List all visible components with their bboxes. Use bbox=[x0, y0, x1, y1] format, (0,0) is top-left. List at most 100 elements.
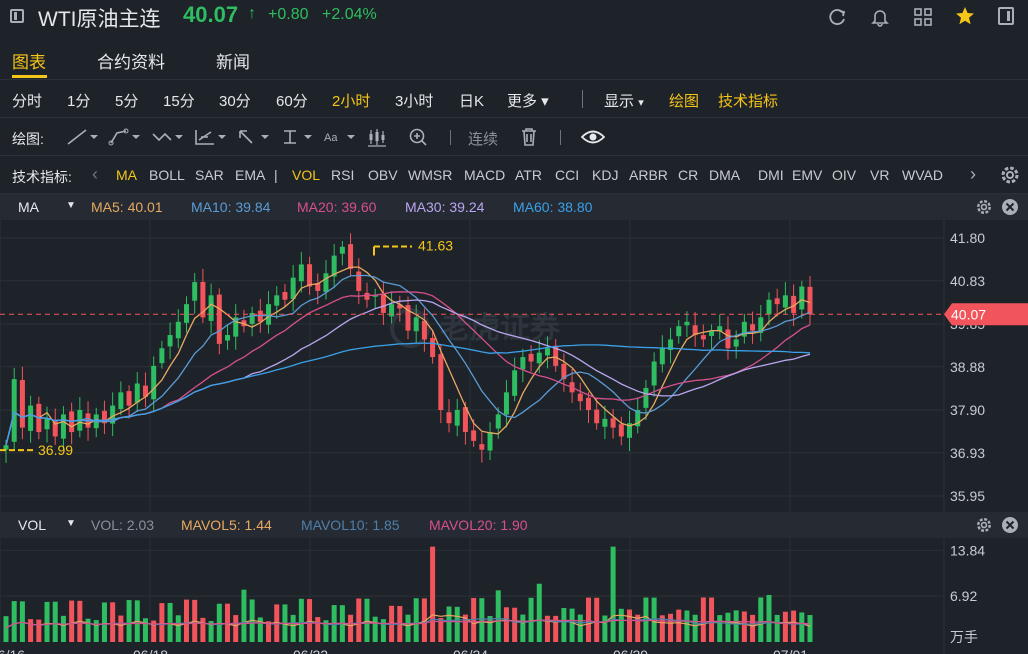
display-menu[interactable]: 显示 ▾ bbox=[604, 93, 644, 110]
settings-gear-icon[interactable] bbox=[999, 164, 1021, 186]
period-7[interactable]: 3小时 bbox=[395, 93, 434, 110]
candle bbox=[766, 299, 772, 315]
volume-bar bbox=[19, 601, 25, 642]
indicator-oiv[interactable]: OIV bbox=[832, 167, 857, 183]
line-tool-icon[interactable] bbox=[66, 128, 100, 146]
eye-icon[interactable] bbox=[581, 128, 605, 146]
draw-button[interactable]: 绘图 bbox=[669, 93, 700, 110]
chevron-down-icon[interactable]: ▼ bbox=[66, 200, 76, 211]
indicator-ma[interactable]: MA bbox=[116, 167, 137, 183]
volume-bar bbox=[553, 615, 559, 642]
indicator-rsi[interactable]: RSI bbox=[331, 167, 355, 183]
x-tick-label: 06/24 bbox=[453, 647, 488, 654]
candle bbox=[348, 244, 354, 269]
close-icon[interactable] bbox=[1001, 198, 1019, 216]
period-8[interactable]: 日K bbox=[459, 93, 485, 110]
indicator-cr[interactable]: CR bbox=[678, 167, 699, 183]
vol-unit-label: 万手 bbox=[950, 629, 978, 645]
indicator-ema[interactable]: EMA bbox=[235, 167, 266, 183]
panel-toggle-icon[interactable] bbox=[998, 7, 1014, 25]
indicator-sar[interactable]: SAR bbox=[195, 167, 224, 183]
zoom-in-icon[interactable] bbox=[408, 127, 428, 147]
indicator-obv[interactable]: OBV bbox=[368, 167, 398, 183]
settings-gear-icon[interactable] bbox=[975, 198, 993, 216]
indicator-wmsr[interactable]: WMSR bbox=[408, 167, 453, 183]
volume-bar bbox=[298, 598, 304, 642]
indicator-dmi[interactable]: DMI bbox=[758, 167, 784, 183]
ma-line-5 bbox=[5, 266, 811, 446]
indicator-macd[interactable]: MACD bbox=[464, 167, 506, 183]
star-icon[interactable] bbox=[955, 6, 975, 26]
indicator-arbr[interactable]: ARBR bbox=[629, 167, 668, 183]
grid-icon[interactable] bbox=[913, 7, 933, 27]
close-icon[interactable] bbox=[1001, 516, 1019, 534]
refresh-icon[interactable] bbox=[828, 7, 848, 27]
vol-selector[interactable]: VOL bbox=[18, 517, 47, 533]
volume-bar bbox=[233, 615, 239, 642]
candle bbox=[503, 392, 509, 415]
period-2[interactable]: 5分 bbox=[115, 93, 139, 110]
divider bbox=[450, 130, 451, 145]
volume-bar bbox=[799, 612, 805, 642]
vol-legend-bar: VOL ▼ VOL: 2.03 MAVOL5: 1.44 MAVOL10: 1.85… bbox=[0, 512, 1028, 538]
chevron-left-icon[interactable]: ‹ bbox=[92, 164, 98, 184]
arrow-tool-icon[interactable] bbox=[237, 128, 271, 146]
continuous-draw-toggle[interactable]: 连续 bbox=[468, 131, 499, 148]
indicator-emv[interactable]: EMV bbox=[792, 167, 823, 183]
volume-bar bbox=[758, 597, 764, 642]
volume-bar bbox=[471, 597, 477, 642]
indicator-kdj[interactable]: KDJ bbox=[592, 167, 619, 183]
mavol-line-20 bbox=[5, 619, 811, 629]
candle bbox=[216, 294, 222, 344]
indicator-cci[interactable]: CCI bbox=[555, 167, 580, 183]
tech-indicator-button[interactable]: 技术指标 bbox=[718, 93, 779, 110]
text-tool-icon[interactable]: Aa bbox=[323, 128, 357, 146]
candle bbox=[44, 418, 50, 430]
candle bbox=[585, 397, 591, 410]
x-tick-label: 06/16 bbox=[0, 647, 25, 654]
tab-contract[interactable]: 合约资料 bbox=[97, 53, 165, 72]
chevron-down-icon[interactable]: ▼ bbox=[66, 518, 76, 529]
volume-bar bbox=[69, 600, 75, 642]
sidebar-toggle-icon[interactable] bbox=[10, 9, 24, 23]
wave-tool-icon[interactable] bbox=[151, 128, 185, 146]
price-chart[interactable]: 41.8040.8339.8538.8837.9036.9335.95老虎证券4… bbox=[0, 220, 1028, 512]
volume-bar bbox=[618, 608, 624, 642]
period-4[interactable]: 30分 bbox=[219, 93, 251, 110]
indicator-wvad[interactable]: WVAD bbox=[902, 167, 943, 183]
period-0[interactable]: 分时 bbox=[12, 93, 43, 110]
indicator-vol[interactable]: VOL bbox=[292, 167, 321, 183]
candle bbox=[651, 361, 657, 386]
volume-bar bbox=[348, 614, 354, 642]
ma-selector[interactable]: MA bbox=[18, 199, 39, 215]
volume-bar bbox=[413, 598, 419, 642]
candle bbox=[610, 418, 616, 428]
candle bbox=[462, 407, 468, 433]
period-9[interactable]: 更多 ▾ bbox=[507, 93, 549, 110]
candle bbox=[60, 414, 66, 439]
candle-tool-icon[interactable] bbox=[367, 127, 387, 147]
tab-news[interactable]: 新闻 bbox=[216, 53, 250, 72]
indicator-vr[interactable]: VR bbox=[870, 167, 890, 183]
period-3[interactable]: 15分 bbox=[163, 93, 195, 110]
trend-tool-icon[interactable] bbox=[108, 128, 142, 146]
fib-tool-icon[interactable] bbox=[194, 128, 228, 146]
volume-bar bbox=[175, 615, 181, 642]
indicator-boll[interactable]: BOLL bbox=[149, 167, 185, 183]
trash-icon[interactable] bbox=[520, 127, 538, 147]
indicator-dma[interactable]: DMA bbox=[709, 167, 741, 183]
bell-icon[interactable] bbox=[870, 7, 890, 27]
up-arrow-icon: ↑ bbox=[248, 5, 256, 22]
period-6[interactable]: 2小时 bbox=[332, 93, 371, 110]
tab-chart[interactable]: 图表 bbox=[12, 53, 46, 72]
volume-chart[interactable]: 13.84 6.92 万手 06/16 06/18 06/22 06/24 06/29 07/0… bbox=[0, 538, 1028, 654]
price-line-tool-icon[interactable] bbox=[280, 128, 314, 146]
period-5[interactable]: 60分 bbox=[276, 93, 308, 110]
candle bbox=[561, 363, 567, 380]
period-1[interactable]: 1分 bbox=[67, 93, 91, 110]
volume-bar bbox=[536, 583, 542, 642]
chevron-right-icon[interactable]: › bbox=[970, 164, 976, 184]
settings-gear-icon[interactable] bbox=[975, 516, 993, 534]
candle bbox=[602, 418, 608, 427]
indicator-atr[interactable]: ATR bbox=[515, 167, 542, 183]
